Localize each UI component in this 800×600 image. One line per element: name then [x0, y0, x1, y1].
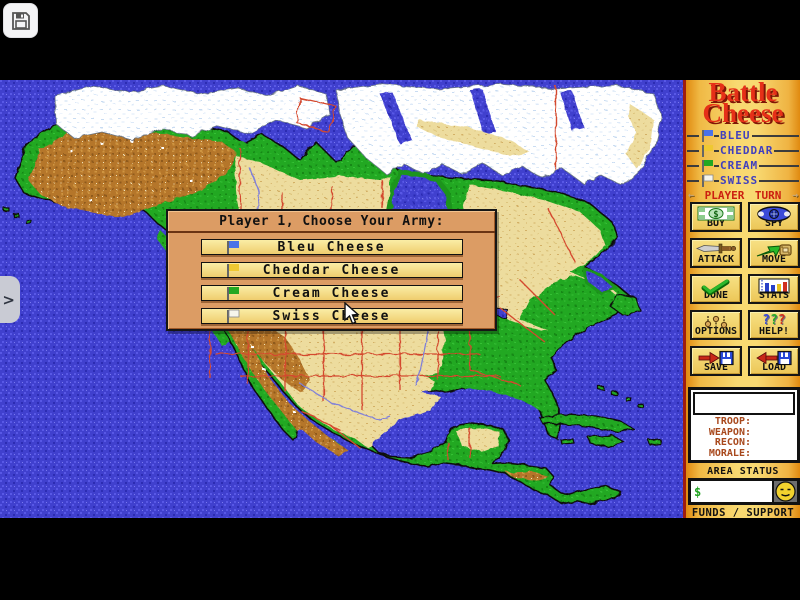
move-button[interactable]: MOVE [748, 238, 800, 268]
area-status-labels: TROOP: WEAPON: RECON: MORALE: [693, 415, 795, 459]
help-button[interactable]: ??? HELP! [748, 310, 800, 340]
button-label: DONE [703, 290, 729, 301]
legend-label: CHEDDAR [720, 144, 774, 157]
army-legend: BLEU CHEDDAR CREAM [686, 128, 800, 188]
arrow-from-floppy-icon [755, 350, 793, 366]
button-label: STATS [758, 290, 790, 301]
troop-label: TROOP: [714, 416, 751, 427]
yellow-flag-icon [702, 144, 713, 157]
turn-label: TURN [754, 189, 782, 202]
support-smiley [774, 481, 797, 502]
load-button[interactable]: LOAD [748, 346, 800, 376]
funds-box: $ [688, 478, 800, 505]
legend-row-cheddar: CHEDDAR [686, 143, 800, 158]
done-button[interactable]: DONE [690, 274, 742, 304]
cream-cheese-button[interactable]: Cream Cheese [200, 285, 463, 301]
sidebar: Battle Cheese BLEU CHEDDAR [683, 77, 800, 519]
checkmark-icon [700, 278, 732, 295]
game-title: Battle Cheese [686, 77, 800, 128]
morale-label: MORALE: [708, 447, 751, 459]
player-turn-row: ← PLAYER TURN → [686, 189, 800, 202]
player-arrow-icon: ← [688, 190, 695, 201]
green-flag-icon [226, 287, 239, 300]
funds-caption: FUNDS / SUPPORT [691, 507, 795, 519]
money-icon: $ [697, 206, 735, 221]
button-label: SAVE [703, 362, 729, 373]
stats-button[interactable]: STATS [748, 274, 800, 304]
button-label: HELP! [758, 326, 790, 337]
cheddar-cheese-button[interactable]: Cheddar Cheese [200, 262, 463, 278]
legend-label: BLEU [720, 129, 751, 142]
chevron-right-icon: > [2, 290, 15, 309]
arrow-to-floppy-icon [697, 350, 735, 366]
arctic-ice [54, 83, 663, 187]
swiss-cheese-button[interactable]: Swiss Cheese [200, 308, 463, 324]
area-status-caption: AREA STATUS [707, 466, 779, 477]
weapon-label: WEAPON: [708, 426, 751, 438]
dagger-icon [695, 242, 737, 255]
legend-row-bleu: BLEU [686, 128, 800, 143]
floppy-disk-icon [11, 11, 30, 30]
legend-label: CREAM [720, 159, 759, 172]
army-option-label: Bleu Cheese [277, 239, 386, 255]
player-label: PLAYER [704, 189, 745, 202]
button-label: OPTIONS [694, 326, 738, 337]
button-label: LOAD [761, 362, 787, 373]
area-status-display [693, 392, 795, 415]
choose-army-dialog: Player 1, Choose Your Army: Bleu Cheese … [166, 209, 497, 331]
save-button[interactable]: SAVE [690, 346, 742, 376]
arrow-buckle-icon [755, 242, 793, 258]
area-status-panel: TROOP: WEAPON: RECON: MORALE: [688, 387, 800, 463]
white-flag-icon [226, 309, 239, 323]
svg-text:$: $ [713, 210, 718, 220]
funds-field: $ [691, 481, 774, 502]
bleu-cheese-button[interactable]: Bleu Cheese [200, 239, 463, 255]
turn-arrow-icon: → [791, 190, 798, 201]
smiley-face-icon [775, 481, 796, 502]
eye-icon [756, 206, 792, 222]
blue-flag-icon [226, 241, 239, 254]
command-buttons: $ BUY SPY ATTACK [690, 202, 800, 376]
green-flag-icon [702, 159, 713, 172]
game-screen: Battle Cheese BLEU CHEDDAR [0, 77, 800, 519]
spy-button[interactable]: SPY [748, 202, 800, 232]
buy-button[interactable]: $ BUY [690, 202, 742, 232]
yellow-flag-icon [226, 264, 239, 277]
game-title-line2: Cheese [702, 98, 784, 128]
blue-flag-icon [702, 129, 713, 142]
mouse-cursor [344, 302, 360, 325]
button-label: SPY [764, 218, 784, 229]
game-title-line1: Battle [708, 77, 778, 107]
legend-row-cream: CREAM [686, 158, 800, 173]
recon-label: RECON: [714, 437, 751, 448]
question-marks-icon: ??? [762, 313, 786, 328]
emulator-save-button[interactable] [3, 3, 38, 38]
legend-row-swiss: SWISS [686, 173, 800, 188]
attack-button[interactable]: ATTACK [690, 238, 742, 268]
dialog-body: Bleu Cheese Cheddar Cheese Cream Cheese … [168, 233, 495, 324]
button-label: MOVE [761, 254, 787, 265]
legend-label: SWISS [720, 174, 759, 187]
bar-chart-icon [758, 278, 790, 294]
options-button[interactable]: OPTIONS [690, 310, 742, 340]
army-option-label: Cheddar Cheese [262, 262, 401, 278]
sliders-icon [701, 314, 731, 330]
button-label: ATTACK [697, 254, 735, 265]
side-drawer-handle[interactable]: > [0, 276, 20, 323]
white-flag-icon [702, 174, 714, 187]
dialog-title: Player 1, Choose Your Army: [168, 211, 495, 233]
dollar-sign: $ [694, 484, 702, 499]
button-label: BUY [706, 218, 726, 229]
army-option-label: Cream Cheese [272, 285, 391, 301]
army-option-label: Swiss Cheese [272, 308, 391, 324]
